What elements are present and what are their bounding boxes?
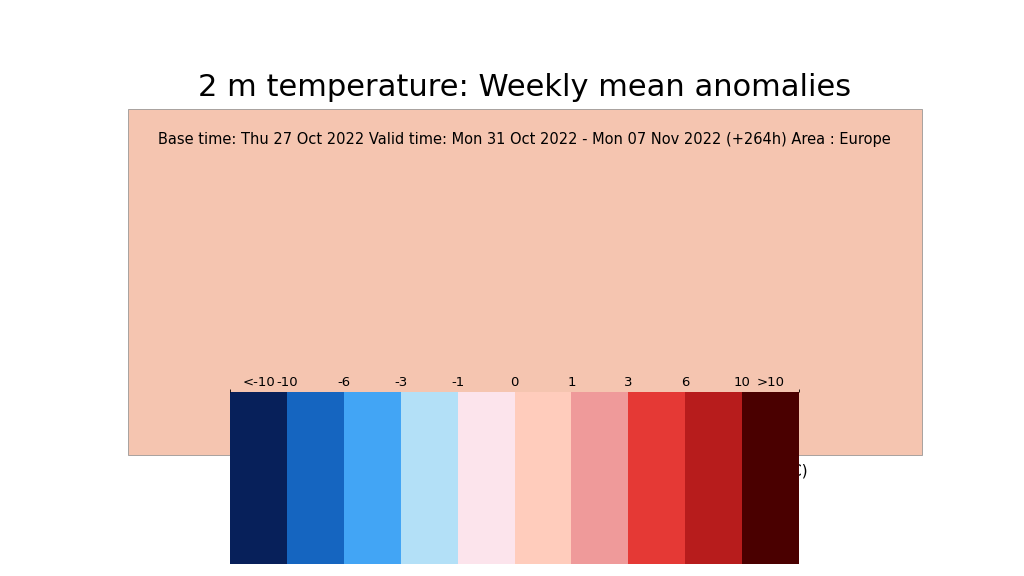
Text: Extended range: 2m T weekly mean anomaly, significance level: 10 % (C): Extended range: 2m T weekly mean anomaly… xyxy=(242,464,808,479)
Text: 2 m temperature: Weekly mean anomalies: 2 m temperature: Weekly mean anomalies xyxy=(199,73,851,101)
Text: Base time: Thu 27 Oct 2022 Valid time: Mon 31 Oct 2022 - Mon 07 Nov 2022 (+264h): Base time: Thu 27 Oct 2022 Valid time: M… xyxy=(159,131,891,146)
FancyBboxPatch shape xyxy=(128,109,922,455)
